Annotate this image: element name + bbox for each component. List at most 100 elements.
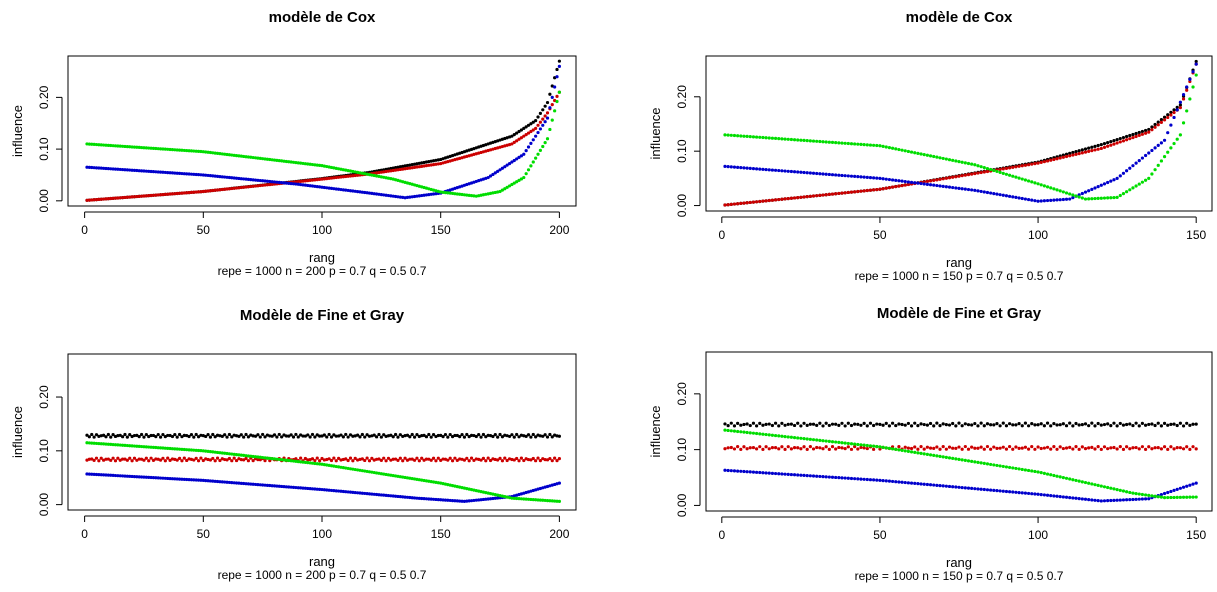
data-point <box>941 177 945 181</box>
data-point <box>1001 445 1005 449</box>
data-point <box>99 456 103 460</box>
data-point <box>973 487 977 491</box>
data-point <box>729 165 733 169</box>
data-point <box>327 176 331 180</box>
data-point <box>99 197 103 201</box>
data-point <box>337 187 341 191</box>
data-point <box>384 176 388 180</box>
data-point <box>1052 421 1056 426</box>
data-point <box>332 187 336 191</box>
data-point <box>325 435 329 439</box>
data-point <box>909 150 914 154</box>
data-point <box>878 478 882 482</box>
data-point <box>557 434 561 438</box>
data-point <box>792 445 797 450</box>
data-point <box>121 443 125 447</box>
data-point <box>163 170 167 175</box>
data-point <box>275 457 279 461</box>
data-point <box>853 445 857 449</box>
data-point <box>531 498 535 502</box>
data-point <box>173 477 177 481</box>
data-point <box>538 120 542 124</box>
data-point <box>512 140 516 144</box>
data-point <box>777 434 781 438</box>
data-point <box>1137 133 1141 137</box>
data-point <box>403 456 407 460</box>
data-point <box>144 445 148 449</box>
data-point <box>531 128 535 132</box>
data-point <box>1153 125 1157 129</box>
data-point <box>1020 196 1024 201</box>
data-point <box>736 202 740 206</box>
data-point <box>811 474 816 478</box>
data-point <box>161 192 165 197</box>
data-point <box>144 146 148 150</box>
data-point <box>401 195 405 200</box>
data-point <box>332 456 336 460</box>
data-point <box>389 166 393 171</box>
data-point <box>1118 193 1122 198</box>
data-point <box>524 497 528 501</box>
data-point <box>1080 445 1084 449</box>
data-point <box>1112 178 1116 182</box>
data-point <box>139 444 144 449</box>
data-point <box>227 153 232 157</box>
data-point <box>168 458 172 463</box>
data-point <box>745 166 749 170</box>
data-point <box>327 488 331 492</box>
data-point <box>353 189 357 193</box>
data-point <box>139 432 144 437</box>
data-point <box>843 174 847 178</box>
data-point <box>375 471 379 475</box>
data-point <box>1162 115 1167 119</box>
data-point <box>192 448 196 452</box>
data-point <box>507 161 512 166</box>
data-point <box>1181 495 1186 499</box>
data-point <box>526 457 531 462</box>
data-point <box>488 174 493 178</box>
data-point <box>821 475 825 479</box>
data-point <box>770 198 775 202</box>
data-point <box>375 174 379 178</box>
data-point <box>951 158 955 162</box>
data-point <box>223 433 227 437</box>
data-point <box>938 454 942 458</box>
data-point <box>1096 196 1100 200</box>
data-point <box>900 448 904 452</box>
data-point <box>878 422 882 426</box>
data-point <box>878 176 882 180</box>
data-point <box>398 167 402 172</box>
data-point <box>982 190 986 194</box>
data-point <box>334 464 338 469</box>
data-point <box>109 458 113 462</box>
data-point <box>550 499 554 503</box>
data-point <box>403 164 407 168</box>
data-point <box>859 445 863 449</box>
data-point <box>859 423 863 427</box>
data-point <box>318 462 322 466</box>
data-point <box>225 187 229 191</box>
data-point <box>239 481 243 485</box>
chart-title: Modèle de Fine et Gray <box>877 305 1042 322</box>
data-point <box>360 190 364 194</box>
data-point <box>764 471 768 475</box>
data-point <box>1118 136 1122 141</box>
data-point <box>856 447 860 451</box>
data-point <box>339 489 343 493</box>
data-point <box>1014 195 1018 199</box>
data-point <box>1011 174 1015 178</box>
data-point <box>550 103 554 107</box>
data-point <box>739 447 743 451</box>
data-point <box>182 148 186 153</box>
data-point <box>462 458 467 462</box>
data-point <box>420 496 424 501</box>
data-point <box>938 177 942 181</box>
data-point <box>1080 191 1084 196</box>
data-point <box>1071 478 1075 482</box>
data-point <box>1143 493 1148 497</box>
data-point <box>1118 174 1122 178</box>
data-point <box>1188 495 1192 499</box>
data-point <box>253 482 258 487</box>
data-point <box>375 192 379 196</box>
data-point <box>1068 421 1072 425</box>
